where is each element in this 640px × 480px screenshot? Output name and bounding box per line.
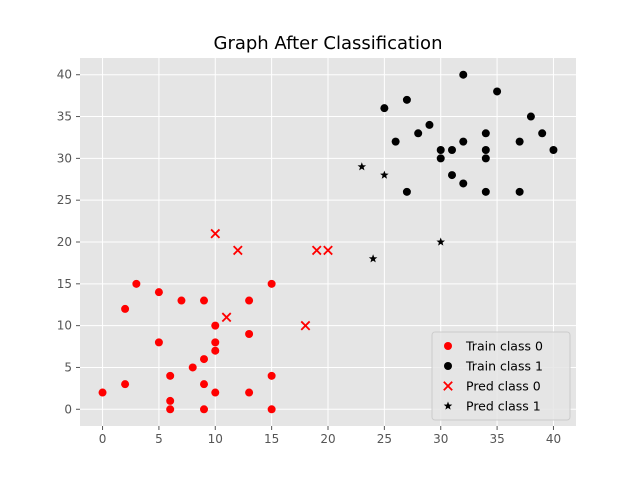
x-tick-label: 40 [546,432,561,446]
y-tick-label: 35 [57,110,72,124]
data-point [459,70,468,79]
y-tick-label: 40 [57,68,72,82]
legend-label: Pred class 1 [466,399,541,414]
data-point [166,405,175,414]
legend-frame [431,331,571,421]
data-point [221,312,232,323]
x-tick-label: 35 [489,432,504,446]
data-point [267,405,276,414]
series-train-class-1 [380,70,558,196]
axis-ticks: 0 5 10 15 20 25 30 35 40 0 5 10 15 20 25 30 35 40 [57,68,561,446]
data-point [380,170,389,179]
data-point [200,355,208,364]
legend-marker [444,342,452,350]
data-point [211,346,220,355]
data-point [323,245,333,256]
data-point [515,187,524,196]
legend-marker [444,362,452,370]
data-point [311,245,322,256]
data-point [300,320,311,331]
legend: Train class 0 Train class 1 Pred class 0 Pr… [431,331,571,421]
data-point [245,296,254,305]
x-tick-label: 15 [264,432,279,446]
chart-title: Graph After Classification [214,33,443,54]
data-point [267,279,276,288]
y-tick-label: 5 [64,360,72,374]
data-point [436,154,445,163]
data-point [245,330,254,338]
data-point [267,371,276,380]
data-point [200,296,208,305]
y-tick-label: 10 [57,319,72,333]
data-point [481,187,490,196]
legend-label: Pred class 0 [466,379,541,394]
data-point [121,380,130,389]
data-point [436,146,445,154]
y-tick-label: 15 [57,277,72,291]
data-point [402,95,411,104]
legend-marker [443,401,453,410]
data-point [448,146,456,154]
data-point [481,146,490,154]
data-point [481,154,490,163]
data-point [232,245,243,256]
data-point [245,388,254,397]
series-train-class-0 [98,279,276,414]
data-point [448,171,456,180]
x-tick-label: 0 [99,432,107,446]
data-point [549,146,558,154]
x-tick-label: 30 [433,432,448,446]
series-pred-class-1 [357,162,446,263]
data-point [368,254,378,263]
data-point [414,129,423,138]
data-point [526,112,535,121]
data-point [436,237,446,246]
data-point [211,338,220,347]
data-point [188,363,197,372]
data-point [459,137,468,146]
data-point [357,162,367,171]
data-point [200,380,208,389]
data-point [481,129,490,138]
data-point [166,371,175,380]
x-tick-label: 20 [320,432,335,446]
data-point [132,279,141,288]
x-tick-label: 10 [208,432,223,446]
data-point [211,388,220,397]
data-point [391,137,400,146]
data-point [538,129,547,138]
data-point [177,296,186,305]
data-point [380,104,389,113]
data-point [200,405,208,414]
data-points [98,70,558,414]
data-point [121,304,130,313]
legend-label: Train class 1 [465,359,543,374]
data-point [210,228,221,239]
data-point [154,338,163,347]
data-point [154,288,163,297]
data-point [402,187,411,196]
x-tick-label: 25 [377,432,392,446]
data-point [459,179,468,188]
y-tick-label: 0 [64,402,72,416]
x-tick-label: 5 [155,432,163,446]
legend-marker [443,381,453,391]
data-point [493,87,502,96]
y-tick-label: 30 [57,151,72,165]
data-point [425,120,434,129]
y-tick-label: 20 [57,235,72,249]
data-point [166,396,175,405]
legend-label: Train class 0 [465,339,543,354]
data-point [98,388,107,397]
series-pred-class-0 [210,228,333,331]
data-point [211,321,220,330]
data-point [515,137,524,146]
y-tick-label: 25 [57,193,72,207]
